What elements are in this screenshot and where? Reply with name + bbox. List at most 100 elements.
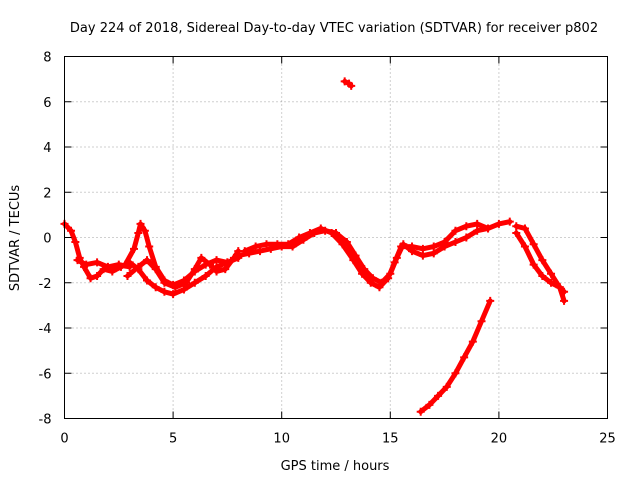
data-point bbox=[462, 222, 471, 231]
data-point bbox=[440, 238, 449, 247]
data-point bbox=[442, 382, 451, 391]
data-point bbox=[418, 251, 427, 260]
data-point bbox=[473, 226, 482, 235]
data-series bbox=[60, 77, 569, 416]
y-tick-label: -2 bbox=[39, 277, 52, 292]
data-point bbox=[305, 228, 314, 237]
data-point bbox=[460, 353, 469, 362]
data-point bbox=[384, 274, 393, 283]
data-point bbox=[182, 278, 191, 287]
data-point bbox=[136, 219, 145, 228]
data-point bbox=[255, 247, 264, 256]
data-point bbox=[529, 260, 538, 269]
data-point bbox=[212, 267, 221, 276]
data-point bbox=[375, 283, 384, 292]
data-point bbox=[486, 296, 495, 305]
data-point bbox=[160, 278, 169, 287]
data-point bbox=[190, 278, 199, 287]
data-point bbox=[130, 244, 139, 253]
data-point bbox=[512, 222, 521, 231]
data-point bbox=[358, 269, 367, 278]
data-point bbox=[538, 271, 547, 280]
data-point bbox=[234, 251, 243, 260]
data-point bbox=[160, 287, 169, 296]
y-tick-label: 6 bbox=[43, 96, 51, 111]
data-point bbox=[179, 285, 188, 294]
series-arc-6 bbox=[240, 219, 493, 292]
data-point bbox=[484, 224, 493, 233]
y-tick-label: 2 bbox=[43, 186, 51, 201]
y-tick-label: -4 bbox=[39, 322, 52, 337]
axis-ticks: 0 5 10 15 20 25 -8 -6 -4 -2 0 2 4 6 8 bbox=[39, 51, 616, 447]
data-point bbox=[134, 262, 143, 271]
data-point bbox=[86, 274, 95, 283]
data-point bbox=[429, 242, 438, 251]
data-point bbox=[418, 244, 427, 253]
data-point bbox=[425, 400, 434, 409]
data-point bbox=[429, 249, 438, 258]
x-axis-label: GPS time / hours bbox=[281, 459, 390, 474]
data-point bbox=[125, 262, 134, 271]
series-arc-4 bbox=[123, 247, 243, 292]
y-tick-label: 8 bbox=[43, 51, 51, 66]
data-point bbox=[349, 256, 358, 265]
data-point bbox=[143, 276, 152, 285]
data-point bbox=[547, 269, 556, 278]
x-tick-label: 5 bbox=[169, 432, 177, 447]
data-point bbox=[547, 278, 556, 287]
data-point bbox=[520, 242, 529, 251]
data-point bbox=[451, 238, 460, 247]
data-point bbox=[316, 224, 325, 233]
data-point bbox=[397, 242, 406, 251]
series-trace bbox=[235, 219, 513, 286]
data-point bbox=[560, 296, 569, 305]
data-point bbox=[408, 242, 417, 251]
data-point bbox=[121, 260, 130, 269]
data-point bbox=[123, 271, 132, 280]
data-point bbox=[494, 219, 503, 228]
data-point bbox=[151, 265, 160, 274]
data-point bbox=[251, 242, 260, 251]
series-arc-9 bbox=[416, 296, 495, 416]
y-tick-label: 4 bbox=[43, 141, 51, 156]
data-point bbox=[71, 238, 80, 247]
data-point bbox=[340, 77, 349, 86]
data-point bbox=[221, 265, 230, 274]
data-point bbox=[368, 274, 377, 283]
data-point bbox=[134, 228, 143, 237]
y-tick-label: -8 bbox=[39, 413, 52, 428]
data-point bbox=[93, 258, 102, 267]
chart-title: Day 224 of 2018, Sidereal Day-to-day VTE… bbox=[70, 21, 598, 36]
data-point bbox=[538, 256, 547, 265]
data-point bbox=[284, 240, 293, 249]
x-tick-label: 20 bbox=[491, 432, 508, 447]
data-point bbox=[262, 240, 271, 249]
data-point bbox=[73, 256, 82, 265]
y-axis-label: SDTVAR / TECUs bbox=[8, 185, 23, 292]
data-point bbox=[366, 278, 375, 287]
data-point bbox=[190, 265, 199, 274]
data-point bbox=[169, 290, 178, 299]
data-point bbox=[212, 256, 221, 265]
data-point bbox=[327, 228, 336, 237]
series-arc-10 bbox=[340, 77, 356, 90]
data-point bbox=[462, 233, 471, 242]
x-tick-label: 25 bbox=[599, 432, 616, 447]
data-point bbox=[473, 219, 482, 228]
data-point bbox=[416, 407, 425, 416]
data-point bbox=[529, 240, 538, 249]
series-trace bbox=[418, 298, 493, 415]
data-point bbox=[171, 283, 180, 292]
x-tick-label: 0 bbox=[60, 432, 68, 447]
y-tick-label: 0 bbox=[43, 232, 51, 247]
data-point bbox=[347, 81, 356, 90]
data-point bbox=[451, 369, 460, 378]
data-point bbox=[240, 247, 249, 256]
series-arc-5 bbox=[234, 217, 514, 287]
data-point bbox=[108, 267, 117, 276]
data-point bbox=[338, 240, 347, 249]
data-point bbox=[451, 226, 460, 235]
data-point bbox=[206, 260, 215, 269]
data-point bbox=[93, 271, 102, 280]
